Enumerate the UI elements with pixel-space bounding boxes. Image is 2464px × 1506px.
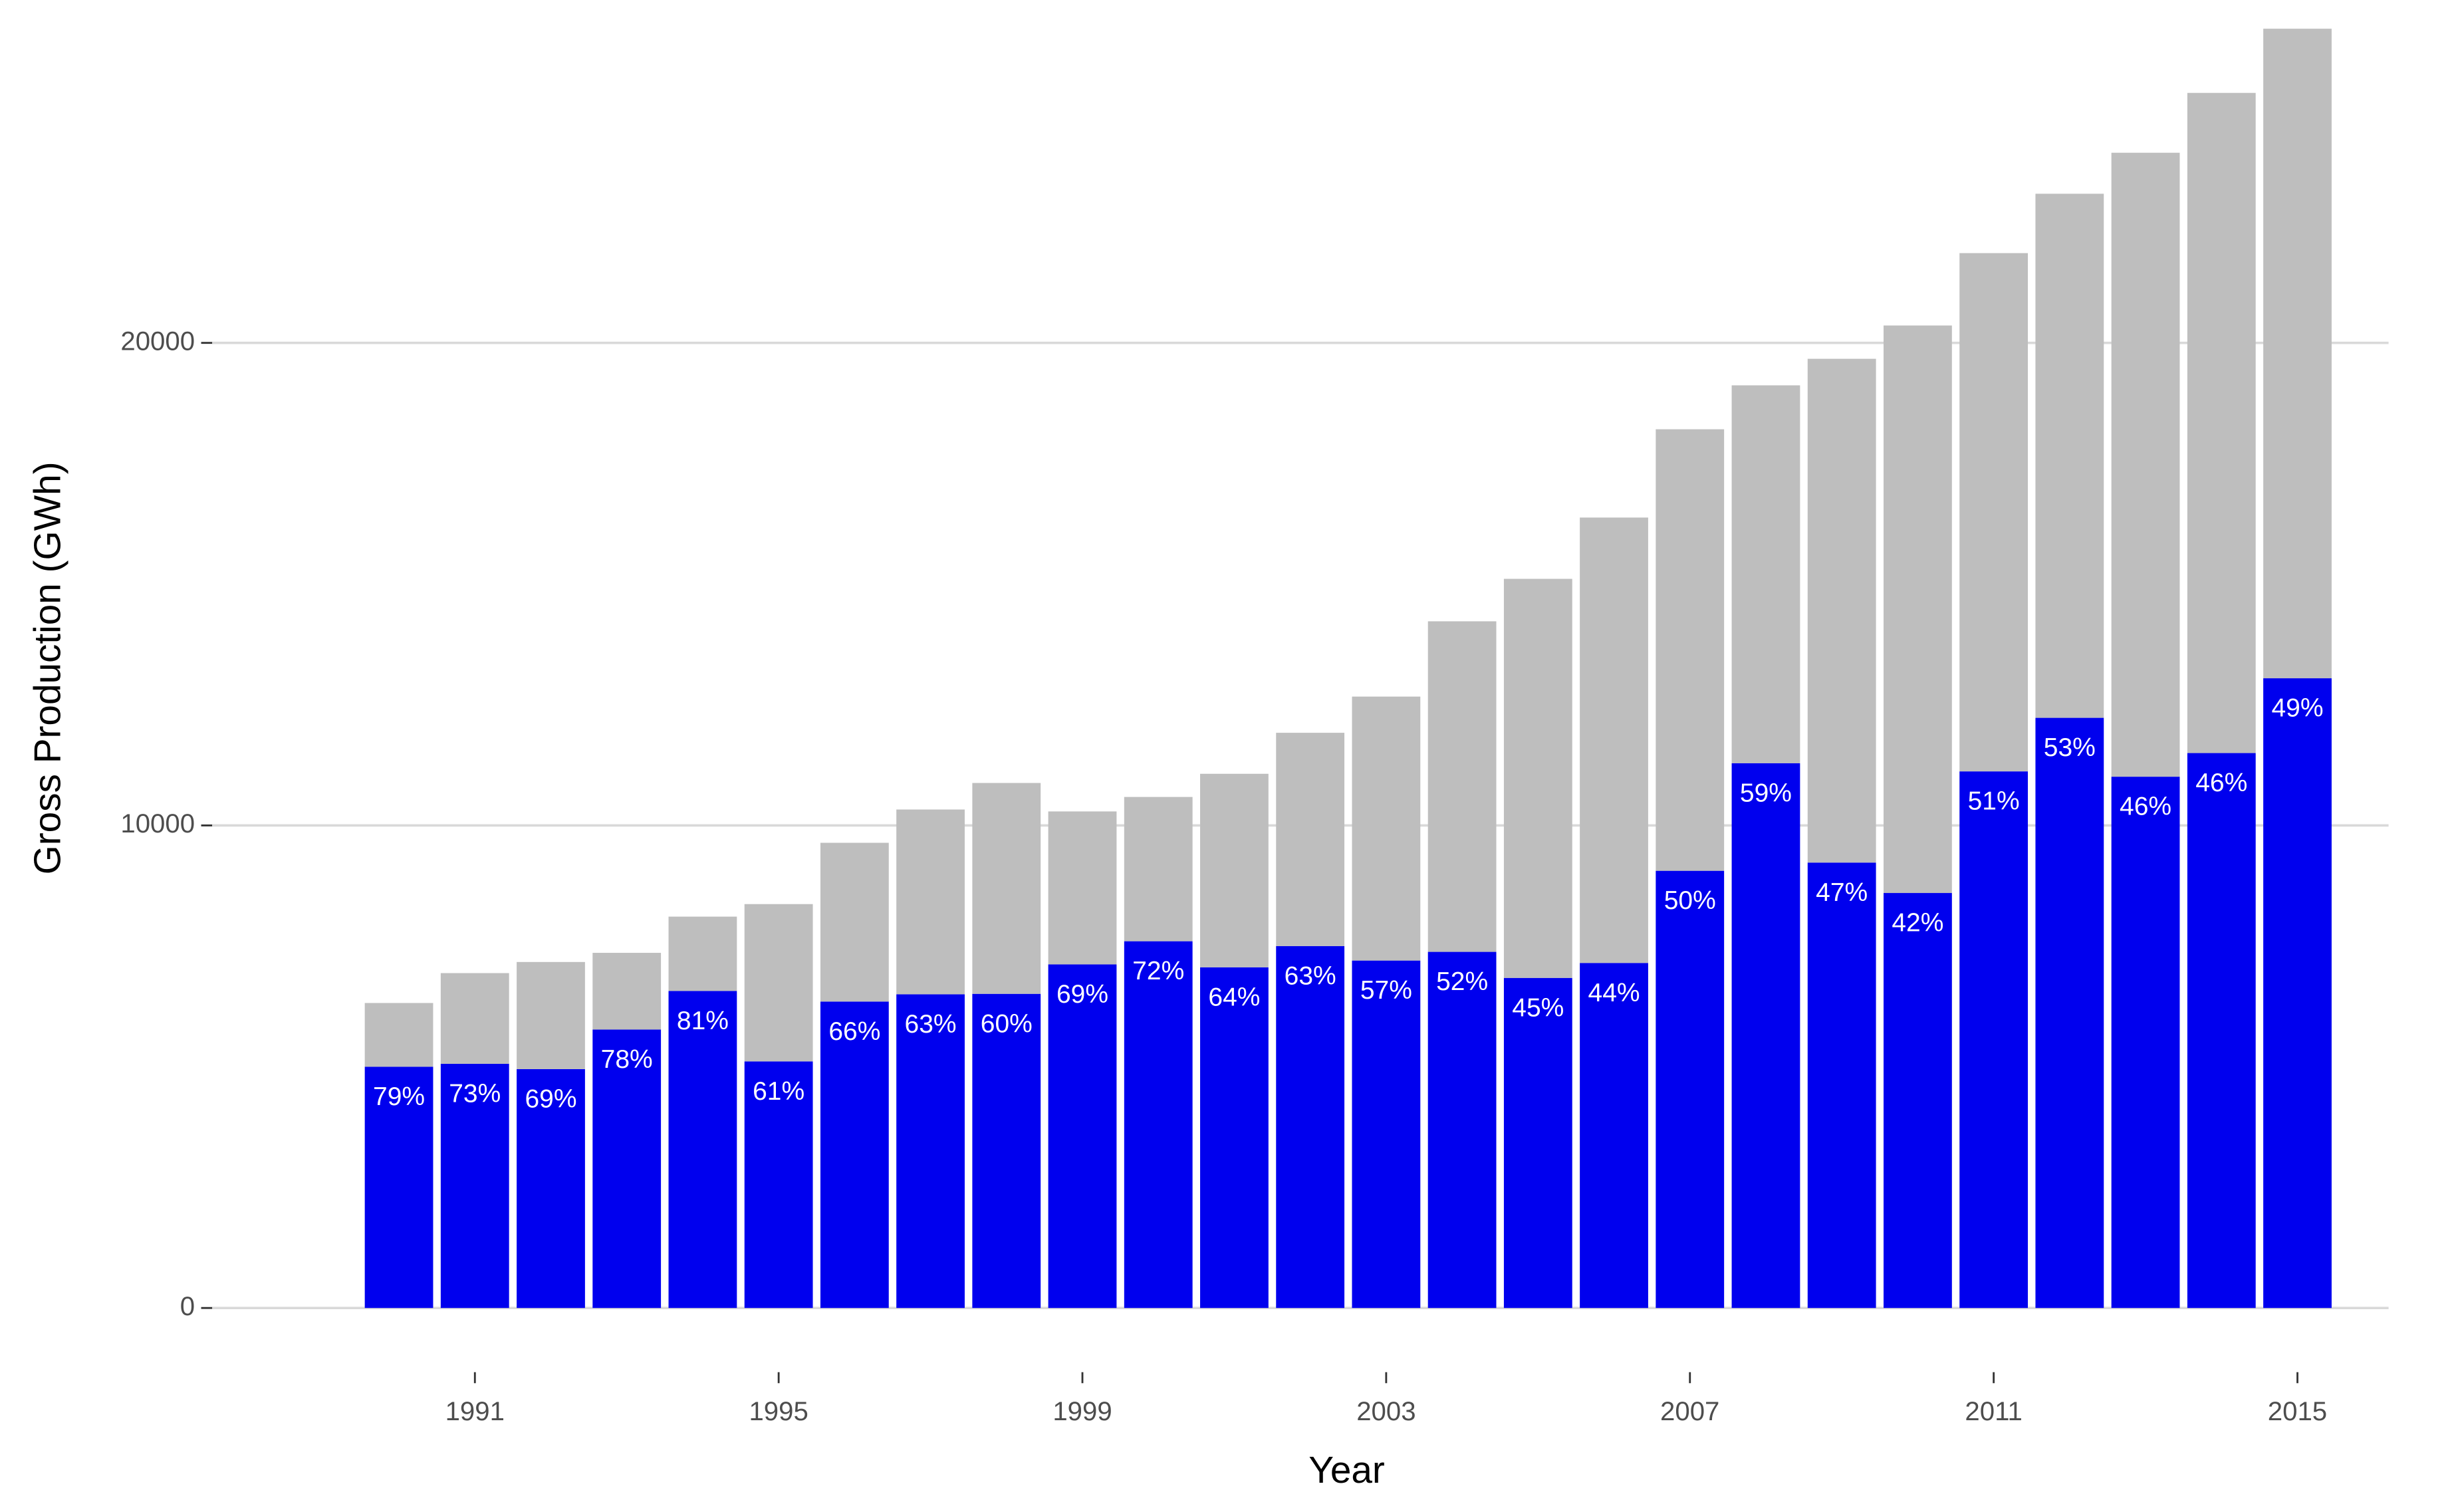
bar-segment (2263, 29, 2332, 679)
bar-segment (1884, 325, 1952, 894)
bar-label: 50% (1664, 886, 1716, 915)
bar-label: 69% (1056, 980, 1108, 1009)
bar-label: 45% (1512, 993, 1564, 1022)
bar-segment (517, 961, 585, 1069)
bar-segment (1200, 773, 1269, 967)
bar-label: 63% (905, 1010, 957, 1039)
bar-segment (1959, 771, 2029, 1309)
x-tick-label: 1991 (445, 1396, 505, 1426)
bar-segment (1807, 358, 1876, 863)
bar-segment (440, 1063, 509, 1309)
bar-segment (820, 1001, 889, 1309)
bar-segment (1200, 967, 1269, 1309)
bar-segment (1124, 797, 1193, 941)
bar-label: 69% (525, 1085, 576, 1114)
bar-segment (1352, 696, 1421, 961)
bar-segment (1656, 870, 1725, 1309)
bar-segment (744, 904, 813, 1062)
x-tick-label: 2015 (2268, 1396, 2327, 1426)
bar-segment (1276, 945, 1345, 1309)
bar-label: 72% (1132, 957, 1184, 985)
bar-label: 79% (373, 1082, 425, 1111)
bar-label: 66% (828, 1017, 880, 1046)
x-tick-label: 1999 (1052, 1396, 1112, 1426)
bar-label: 73% (449, 1080, 501, 1108)
bar-label: 46% (2120, 793, 2171, 821)
bar-segment (364, 1003, 433, 1067)
bar-segment (2111, 777, 2180, 1309)
x-tick-label: 2011 (1965, 1396, 2022, 1426)
bar-label: 47% (1816, 878, 1868, 907)
bar-segment (592, 1029, 662, 1309)
bar-segment (668, 991, 737, 1309)
x-tick-label: 1995 (749, 1396, 808, 1426)
bar-label: 52% (1436, 967, 1488, 996)
bar-label: 59% (1740, 779, 1792, 807)
bar-segment (1580, 963, 1648, 1309)
bar-label: 53% (2044, 733, 2096, 762)
bar-label: 57% (1360, 976, 1412, 1005)
bar-segment (2035, 193, 2104, 718)
bar-segment (2263, 678, 2332, 1309)
bar-segment (1048, 811, 1117, 965)
bar-segment (1807, 862, 1876, 1309)
bar-label: 64% (1208, 983, 1260, 1011)
bar-segment (1580, 517, 1648, 963)
bar-segment (1503, 977, 1572, 1309)
bar-label: 81% (677, 1007, 729, 1035)
bar-segment (896, 994, 965, 1309)
bar-segment (1656, 429, 1725, 871)
y-axis-title: Gross Production (GWh) (27, 461, 69, 874)
bar-label: 49% (2271, 694, 2323, 723)
bar-segment (592, 953, 662, 1030)
bar-label: 63% (1285, 961, 1336, 990)
bar-segment (364, 1067, 433, 1309)
bar-label: 78% (601, 1045, 653, 1074)
bar-segment (820, 842, 889, 1002)
bar-segment (1048, 964, 1117, 1309)
x-tick-label: 2007 (1660, 1396, 1719, 1426)
bar-label: 51% (1968, 787, 2020, 816)
bar-segment (896, 809, 965, 995)
y-tick-label: 10000 (120, 809, 195, 838)
bar-label: 60% (981, 1009, 1033, 1038)
bar-segment (1427, 951, 1497, 1309)
bar-segment (1503, 578, 1572, 978)
y-tick-label: 0 (180, 1291, 195, 1321)
bar-segment (2111, 152, 2180, 777)
bar-segment (1731, 763, 1800, 1309)
x-axis-title: Year (1308, 1449, 1385, 1491)
bar-segment (1959, 253, 2029, 772)
bar-segment (972, 993, 1041, 1309)
bar-segment (1427, 621, 1497, 952)
bar-segment (1124, 941, 1193, 1309)
bar-segment (1731, 385, 1800, 763)
bar-label: 44% (1588, 979, 1640, 1007)
y-tick-label: 20000 (120, 326, 195, 356)
x-tick-label: 2003 (1356, 1396, 1416, 1426)
bar-segment (440, 973, 509, 1064)
bar-segment (2187, 753, 2256, 1309)
bar-segment (668, 916, 737, 991)
bar-segment (517, 1068, 585, 1309)
bar-segment (1352, 960, 1421, 1309)
bar-label: 46% (2195, 769, 2247, 797)
bar-segment (744, 1061, 813, 1309)
bar-segment (1884, 893, 1952, 1309)
bar-segment (972, 783, 1041, 994)
bar-segment (1276, 733, 1345, 946)
bar-segment (2035, 717, 2104, 1309)
bar-label: 61% (753, 1077, 804, 1106)
bar-segment (2187, 92, 2256, 753)
bar-label: 42% (1892, 909, 1943, 938)
